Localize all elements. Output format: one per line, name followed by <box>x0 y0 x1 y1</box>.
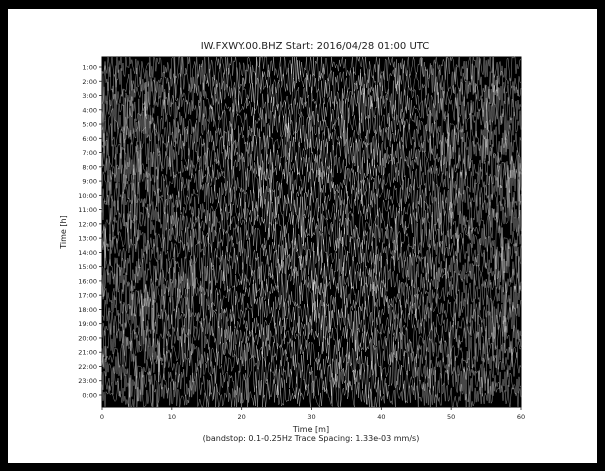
trace-line <box>101 175 522 290</box>
chart: IW.FXWY.00.BHZ Start: 2016/04/28 01:00 U… <box>59 41 525 443</box>
trace-line <box>101 321 522 408</box>
y-tick-label: 14:00 <box>78 249 97 257</box>
trace-line <box>101 239 522 354</box>
y-tick-label: 6:00 <box>82 135 97 143</box>
trace-line <box>101 142 522 248</box>
trace-line <box>101 56 522 170</box>
x-tick-label: 30 <box>307 413 315 421</box>
y-tick-label: 20:00 <box>78 334 97 342</box>
x-tick-label: 10 <box>168 413 176 421</box>
y-tick-label: 21:00 <box>78 349 97 357</box>
y-tick-label: 19:00 <box>78 320 97 328</box>
x-tick-label: 40 <box>377 413 385 421</box>
y-tick-label: 0:00 <box>82 392 97 400</box>
trace-line <box>101 123 522 231</box>
y-tick-label: 3:00 <box>82 92 97 100</box>
x-axis-label: Time [m] <box>292 425 329 434</box>
x-tick-label: 20 <box>238 413 246 421</box>
x-tick-label: 0 <box>100 413 104 421</box>
y-tick-label: 8:00 <box>82 163 97 171</box>
y-axis-ticks: 1:00 2:00 3:00 4:00 5:00 6:00 7:00 8:00 9:00 10:0… <box>78 64 102 400</box>
trace-line <box>101 271 522 362</box>
chart-title: IW.FXWY.00.BHZ Start: 2016/04/28 01:00 U… <box>201 41 430 52</box>
y-tick-label: 22:00 <box>78 363 97 371</box>
trace-line <box>101 61 522 176</box>
y-tick-label: 15:00 <box>78 263 97 271</box>
y-tick-label: 11:00 <box>78 206 97 214</box>
y-tick-label: 7:00 <box>82 149 97 157</box>
y-tick-label: 10:00 <box>78 192 97 200</box>
y-tick-label: 1:00 <box>82 64 97 72</box>
y-tick-label: 17:00 <box>78 292 97 300</box>
trace-line <box>101 148 522 275</box>
x-tick-label: 50 <box>447 413 455 421</box>
y-tick-label: 4:00 <box>82 106 97 114</box>
seismic-traces <box>101 56 522 408</box>
y-tick-label: 9:00 <box>82 178 97 186</box>
trace-line <box>101 237 522 345</box>
trace-line <box>101 56 522 106</box>
trace-line <box>101 93 522 204</box>
y-axis-label: Time [h] <box>59 215 68 249</box>
y-tick-label: 2:00 <box>82 78 97 86</box>
y-tick-label: 13:00 <box>78 235 97 243</box>
y-tick-label: 5:00 <box>82 121 97 129</box>
trace-line <box>101 204 522 294</box>
trace-line <box>101 351 522 408</box>
trace-line <box>101 262 522 389</box>
trace-line <box>101 304 522 404</box>
y-tick-label: 23:00 <box>78 377 97 385</box>
x-axis-sublabel: (bandstop: 0.1-0.25Hz Trace Spacing: 1.3… <box>203 434 420 443</box>
y-tick-label: 18:00 <box>78 306 97 314</box>
x-tick-label: 60 <box>517 413 525 421</box>
figure-frame: IW.FXWY.00.BHZ Start: 2016/04/28 01:00 U… <box>8 9 597 463</box>
y-tick-label: 16:00 <box>78 277 97 285</box>
x-axis-ticks: 0 10 20 30 40 50 60 <box>100 407 525 421</box>
y-tick-label: 12:00 <box>78 220 97 228</box>
